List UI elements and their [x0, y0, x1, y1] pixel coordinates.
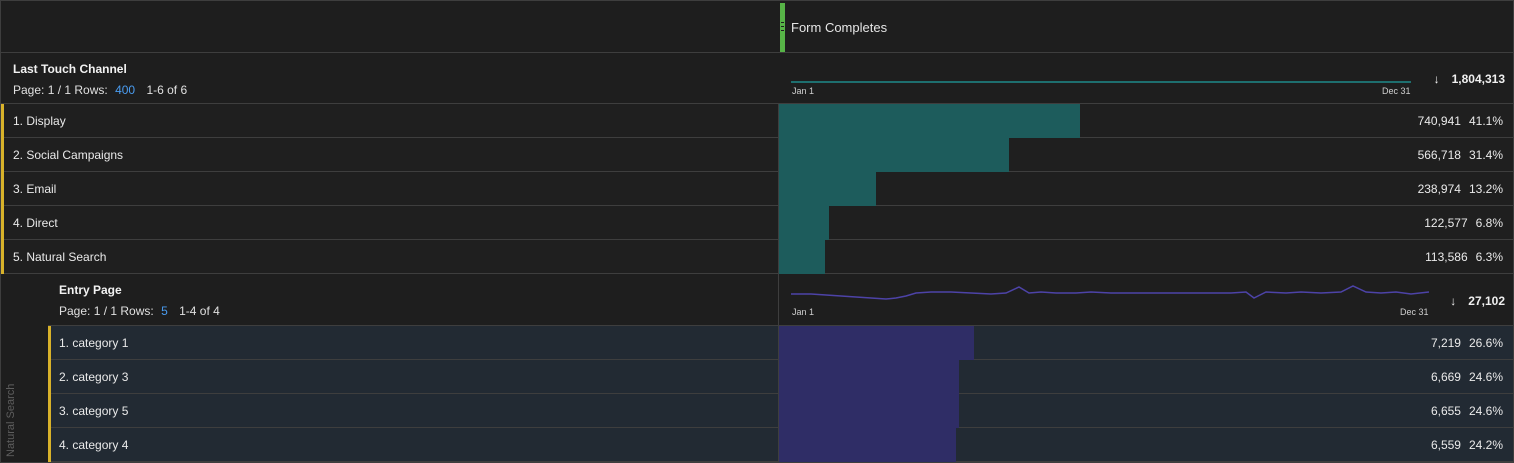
row-bar — [779, 326, 974, 360]
row-percent: 41.1% — [1468, 114, 1503, 128]
breakdown-parent-label: Natural Search — [5, 383, 17, 457]
row-range: 1-6 of 6 — [146, 83, 188, 97]
column-total-value: 27,102 — [1468, 294, 1505, 308]
sparkline-start-label: Jan 1 — [792, 86, 815, 96]
row-metric: 7,219 26.6% — [1431, 336, 1503, 350]
row-value: 6,669 — [1430, 370, 1461, 384]
row-bar — [779, 138, 1009, 172]
row-metric: 6,559 24.2% — [1431, 438, 1503, 452]
row-accent-marker — [48, 360, 51, 394]
sort-desc-icon[interactable]: ↓ — [1450, 294, 1457, 308]
row-metric: 113,586 6.3% — [1425, 250, 1503, 264]
row-percent: 24.6% — [1468, 404, 1503, 418]
row-percent: 31.4% — [1468, 148, 1503, 162]
row-percent: 26.6% — [1468, 336, 1503, 350]
row-percent: 24.6% — [1468, 370, 1503, 384]
table-row[interactable]: 1. category 1 7,219 26.6% — [48, 326, 1513, 360]
row-accent-marker — [48, 394, 51, 428]
row-percent: 6.3% — [1475, 250, 1503, 264]
row-metric: 566,718 31.4% — [1418, 148, 1503, 162]
row-label[interactable]: 1. category 1 — [59, 336, 129, 350]
sparkline — [791, 285, 1429, 300]
row-bar — [779, 104, 1080, 138]
row-bar — [779, 428, 956, 462]
metric-header-form-completes[interactable]: Form Completes — [791, 20, 888, 35]
rows-per-page-link[interactable]: 5 — [161, 304, 168, 318]
row-label[interactable]: 1. Display — [13, 114, 66, 128]
row-metric: 122,577 6.8% — [1424, 216, 1503, 230]
row-metric: 6,669 24.6% — [1431, 370, 1503, 384]
row-value: 566,718 — [1417, 148, 1461, 162]
row-value: 6,655 — [1430, 404, 1461, 418]
page-label: Page: 1 / 1 Rows: — [13, 83, 108, 97]
row-accent-marker — [1, 104, 4, 138]
row-metric: 6,655 24.6% — [1431, 404, 1503, 418]
row-percent: 6.8% — [1475, 216, 1503, 230]
row-value: 6,559 — [1430, 438, 1461, 452]
row-accent-marker — [48, 326, 51, 360]
row-range: 1-4 of 4 — [179, 304, 220, 318]
row-accent-marker — [1, 172, 4, 206]
column-total: ↓ 1,804,313 — [1434, 72, 1505, 86]
row-bar — [779, 240, 825, 274]
row-bar — [779, 360, 959, 394]
column-total: ↓ 27,102 — [1450, 294, 1505, 308]
row-value: 122,577 — [1424, 216, 1468, 230]
table-row[interactable]: 4. Direct 122,577 6.8% — [1, 206, 1513, 240]
row-label[interactable]: 3. Email — [13, 182, 57, 196]
row-percent: 24.2% — [1468, 438, 1503, 452]
row-label[interactable]: 4. Direct — [13, 216, 58, 230]
dimension-title[interactable]: Entry Page — [59, 283, 122, 297]
sort-desc-icon[interactable]: ↓ — [1433, 72, 1440, 86]
sparkline-line — [791, 285, 1429, 300]
drag-handle-icon[interactable] — [780, 3, 785, 52]
dimension-header-entry-page: Entry Page Page: 1 / 1 Rows: 5 1-4 of 4 … — [48, 275, 1513, 326]
row-label[interactable]: 2. Social Campaigns — [13, 148, 124, 162]
row-bar — [779, 172, 876, 206]
table-row[interactable]: 2. category 3 6,669 24.6% — [48, 360, 1513, 394]
column-divider — [778, 104, 779, 462]
row-accent-marker — [48, 428, 51, 462]
row-label[interactable]: 5. Natural Search — [13, 250, 107, 264]
row-label[interactable]: 4. category 4 — [59, 438, 129, 452]
row-value: 113,586 — [1425, 250, 1468, 264]
breakdown-side-strip — [1, 275, 47, 462]
row-bar — [779, 206, 829, 240]
rows-per-page-link[interactable]: 400 — [115, 83, 136, 97]
table-row[interactable]: 4. category 4 6,559 24.2% — [48, 428, 1513, 462]
row-accent-marker — [1, 138, 4, 172]
row-accent-marker — [1, 240, 4, 274]
row-metric: 238,974 13.2% — [1418, 182, 1503, 196]
row-accent-marker — [1, 206, 4, 240]
sparkline — [791, 81, 1411, 83]
dimension-title[interactable]: Last Touch Channel — [13, 62, 127, 76]
sparkline-end-label: Dec 31 — [1382, 86, 1411, 96]
pagination-info: Page: 1 / 1 Rows: 400 1-6 of 6 — [13, 83, 187, 97]
row-percent: 13.2% — [1468, 182, 1503, 196]
column-header: Form Completes — [1, 1, 1513, 53]
row-value: 740,941 — [1417, 114, 1461, 128]
dimension-header-last-touch-channel: Last Touch Channel Page: 1 / 1 Rows: 400… — [1, 53, 1513, 104]
column-total-value: 1,804,313 — [1451, 72, 1505, 86]
page-label: Page: 1 / 1 Rows: — [59, 304, 154, 318]
table-row[interactable]: 3. category 5 6,655 24.6% — [48, 394, 1513, 428]
row-label[interactable]: 3. category 5 — [59, 404, 129, 418]
row-value: 238,974 — [1417, 182, 1461, 196]
sparkline-start-label: Jan 1 — [792, 307, 815, 317]
row-metric: 740,941 41.1% — [1418, 114, 1503, 128]
table-row[interactable]: 1. Display 740,941 41.1% — [1, 104, 1513, 138]
sparkline-end-label: Dec 31 — [1400, 307, 1429, 317]
table-row[interactable]: 5. Natural Search 113,586 6.3% — [1, 240, 1513, 274]
table-row[interactable]: 2. Social Campaigns 566,718 31.4% — [1, 138, 1513, 172]
row-label[interactable]: 2. category 3 — [59, 370, 129, 384]
row-value: 7,219 — [1430, 336, 1461, 350]
pagination-info: Page: 1 / 1 Rows: 5 1-4 of 4 — [59, 304, 220, 318]
row-bar — [779, 394, 959, 428]
table-row[interactable]: 3. Email 238,974 13.2% — [1, 172, 1513, 206]
